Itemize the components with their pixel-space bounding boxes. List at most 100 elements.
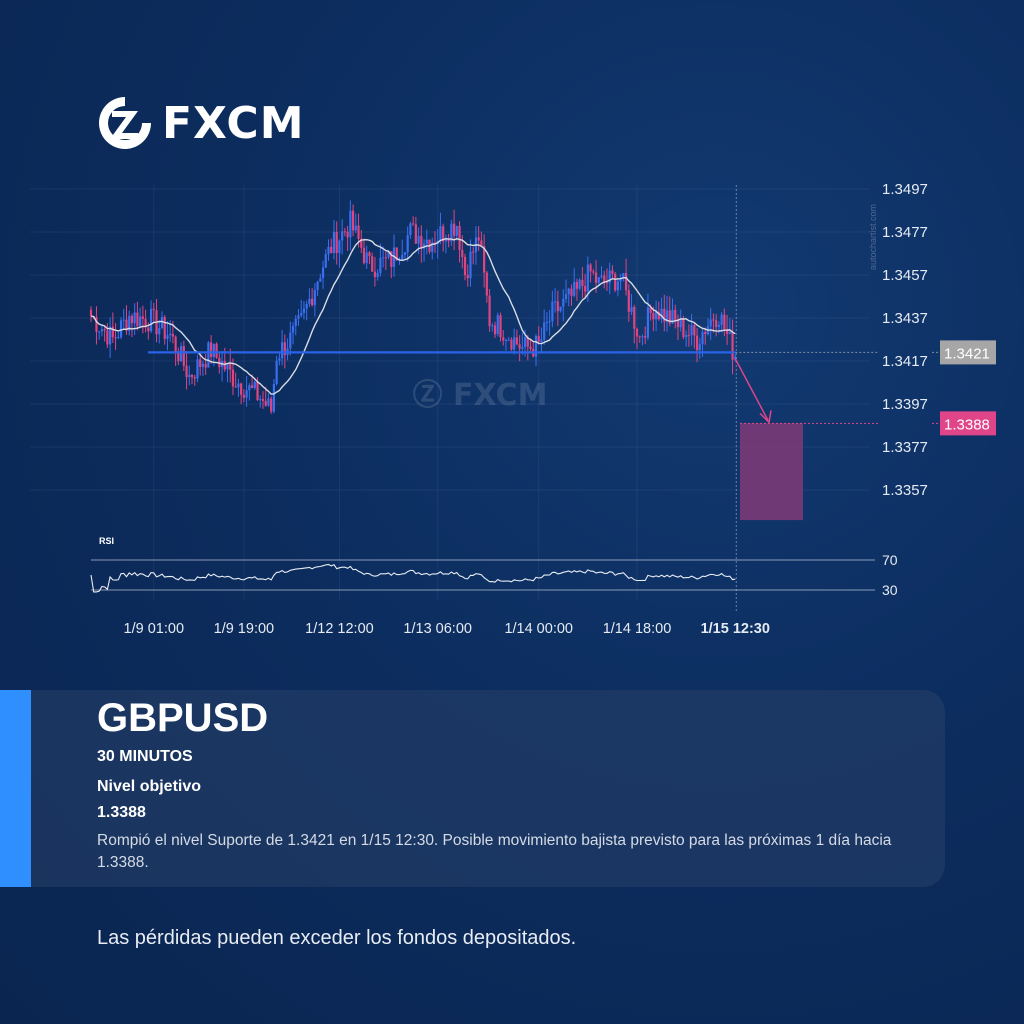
- candle-body: [319, 278, 322, 282]
- candle-body: [300, 313, 303, 316]
- candle-body: [622, 273, 625, 279]
- candle-body: [261, 399, 265, 401]
- candle-body: [245, 390, 248, 398]
- candle-body: [253, 381, 256, 389]
- candle-body: [671, 309, 674, 324]
- candle-body: [360, 238, 363, 248]
- candle-body: [570, 288, 573, 296]
- candle-body: [584, 286, 587, 292]
- candle-body: [382, 257, 385, 259]
- timeframe: 30 MINUTOS: [97, 748, 193, 765]
- candle-body: [556, 301, 559, 312]
- candle-body: [491, 325, 494, 327]
- candle-body: [147, 327, 150, 332]
- candle-body: [674, 309, 677, 320]
- candle-body: [712, 319, 715, 321]
- candle-body: [111, 326, 114, 338]
- candle-body: [376, 272, 379, 278]
- risk-disclaimer: Las pérdidas pueden exceder los fondos d…: [97, 927, 577, 949]
- candle-body: [401, 254, 404, 260]
- candle-body: [728, 332, 731, 334]
- candle-body: [289, 332, 292, 349]
- candle-body: [704, 332, 707, 335]
- candle-body: [242, 394, 245, 398]
- candle-body: [362, 247, 366, 264]
- forecast-arrow: [734, 358, 769, 421]
- candle-body: [395, 247, 398, 261]
- candle-body: [174, 336, 177, 353]
- candle-body: [559, 306, 562, 312]
- candle-body: [425, 239, 428, 244]
- candle-body: [275, 360, 278, 385]
- candle-body: [149, 308, 153, 332]
- candle-body: [526, 337, 529, 347]
- candle-body: [403, 252, 407, 255]
- candle-body: [652, 312, 655, 320]
- candle-body: [510, 339, 513, 350]
- candle-body: [562, 298, 565, 307]
- candle-body: [324, 254, 327, 268]
- candle-body: [270, 398, 273, 412]
- candle-body: [313, 289, 316, 306]
- candle-body: [281, 342, 284, 359]
- candle-body: [169, 333, 172, 336]
- candle-body: [483, 246, 486, 273]
- candle-body: [335, 231, 338, 254]
- candle-body: [665, 310, 669, 322]
- candle-body: [515, 337, 518, 345]
- candle-body: [130, 315, 134, 324]
- candle-body: [709, 319, 712, 327]
- candle-body: [679, 318, 682, 328]
- y-tick-label: 1.3357: [882, 482, 928, 499]
- candle-body: [308, 298, 311, 304]
- candle-body: [627, 290, 630, 312]
- candle-body: [357, 225, 360, 239]
- candle-body: [452, 223, 456, 236]
- candle-body: [611, 270, 614, 274]
- candle-body: [117, 337, 120, 339]
- candle-body: [578, 279, 581, 289]
- candle-body: [354, 225, 357, 231]
- candle-body: [450, 223, 453, 242]
- candle-body: [283, 342, 286, 356]
- candle-body: [717, 325, 720, 327]
- candle-body: [210, 342, 213, 357]
- support-price-label: 1.3421: [944, 345, 990, 362]
- candle-body: [365, 252, 368, 264]
- y-tick-label: 1.3437: [882, 310, 928, 327]
- candle-body: [567, 288, 570, 295]
- candle-body: [668, 310, 671, 324]
- candle-body: [534, 336, 538, 357]
- candle-body: [422, 243, 426, 249]
- candle-body: [701, 332, 704, 345]
- candle-body: [633, 306, 636, 329]
- signal-panel: GBPUSD 30 MINUTOS Nivel objetivo 1.3388 …: [0, 690, 945, 887]
- panel-accent-bar: [0, 690, 31, 887]
- candle-body: [114, 337, 117, 339]
- candle-body: [321, 267, 325, 279]
- candle-body: [624, 273, 628, 291]
- candle-body: [171, 333, 174, 337]
- candle-body: [182, 346, 185, 366]
- candle-body: [458, 225, 461, 250]
- candle-body: [338, 240, 341, 254]
- candle-body: [234, 386, 237, 388]
- candle-body: [663, 308, 666, 322]
- candle-body: [695, 335, 699, 351]
- candle-body: [139, 316, 142, 327]
- candle-body: [594, 272, 598, 283]
- candle-body: [256, 381, 259, 401]
- candle-body: [493, 325, 497, 335]
- candle-body: [488, 295, 491, 327]
- candle-body: [589, 264, 592, 272]
- candle-body: [725, 329, 729, 334]
- candle-body: [715, 320, 718, 327]
- candle-body: [128, 315, 131, 331]
- candle-body: [573, 281, 576, 296]
- logo-text: FXCM: [162, 97, 305, 149]
- candle-body: [302, 308, 306, 314]
- target-price-label: 1.3388: [944, 416, 990, 433]
- rsi-label: RSI: [99, 536, 114, 546]
- candle-body: [420, 235, 423, 249]
- candle-body: [480, 240, 483, 247]
